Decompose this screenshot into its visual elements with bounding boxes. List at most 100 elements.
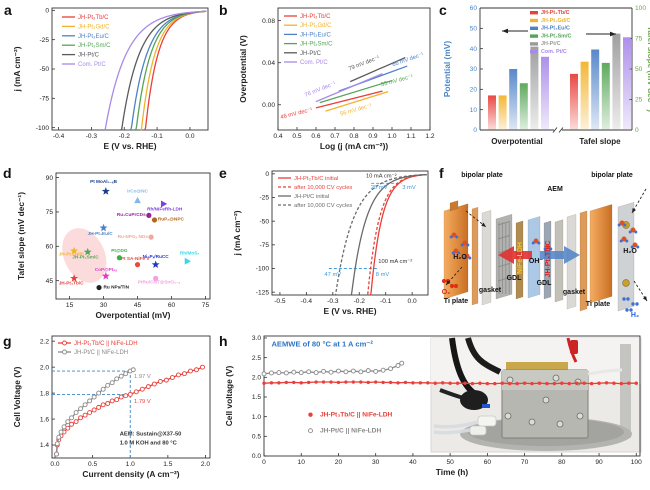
svg-text:60: 60 <box>46 244 54 251</box>
svg-b-annotation: 46 mV dec⁻¹ <box>280 107 313 121</box>
svg-b-annotation: 66 mV dec⁻¹ <box>392 52 425 68</box>
svg-text:1.5: 1.5 <box>252 394 261 401</box>
svg-b-series-1 <box>325 90 389 112</box>
svg-text:0: 0 <box>265 171 269 178</box>
svg-text:2.0: 2.0 <box>40 364 49 371</box>
svg-text:JH-Pt₃Gd/C: JH-Pt₃Gd/C <box>59 252 85 257</box>
svg-b-annotation: 55 mV dec⁻¹ <box>381 74 414 88</box>
svg-text:30: 30 <box>100 302 108 309</box>
svg-text:Pt@DG: Pt@DG <box>111 248 128 253</box>
svg-d-points: Pt MoAl₁₋ₓB IrCo@NC Rh/NiFeRh-LDHRu₁CuPrCD… <box>59 179 199 291</box>
svg-text:Cell voltage (V): Cell voltage (V) <box>224 366 234 427</box>
panel-f-letter: f <box>439 165 444 181</box>
svg-text:JH-Pt/C: JH-Pt/C <box>300 51 322 57</box>
svg-text:O₂: O₂ <box>442 289 451 296</box>
svg-text:Com. Pt/C: Com. Pt/C <box>300 60 328 66</box>
panel-f: bipolar plate AEM bipolar plate H₂O O₂ Ti pla… <box>436 163 650 330</box>
svg-text:JH-Pt₃Gd/C: JH-Pt₃Gd/C <box>78 24 110 30</box>
svg-text:8 mV: 8 mV <box>376 272 390 278</box>
panel-g-letter: g <box>3 333 12 349</box>
svg-text:0.8: 0.8 <box>349 133 358 140</box>
svg-a-series-1 <box>140 10 207 131</box>
svg-d-axes: 15 30 45 60 75 45 60 75 90 Overpotential (mV) Tafe… <box>16 172 211 320</box>
svg-text:0.0: 0.0 <box>185 133 194 140</box>
svg-text:Ru-NPGₓ NDs: Ru-NPGₓ NDs <box>118 234 149 239</box>
panel-c-letter: c <box>439 2 447 18</box>
svg-text:JH-Pt₃Sm/C: JH-Pt₃Sm/C <box>72 255 99 260</box>
svg-text:Overpotential: Overpotential <box>491 137 543 146</box>
svg-text:-100: -100 <box>256 266 270 273</box>
svg-text:47 mV: 47 mV <box>324 272 341 278</box>
svg-text:-50: -50 <box>39 66 49 73</box>
svg-text:GDL: GDL <box>507 275 523 282</box>
svg-b-axes: 0.4 0.5 0.6 0.7 0.8 0.9 1.0 1.1 1.2 0.00 0.04 0.08 L… <box>238 7 435 151</box>
svg-text:gasket: gasket <box>563 289 586 296</box>
svg-text:46 mV dec⁻¹: 46 mV dec⁻¹ <box>280 107 313 121</box>
panel-e-chart: -0.5 -0.4 -0.3 -0.2 -0.1 0.0 0 -25 -50 -75 -100 -12… <box>232 170 429 316</box>
svg-h-axes: 0 10 20 30 40 50 60 70 80 90 100 0.0 0.5 1.0 1.5 2.0 2.5… <box>224 335 642 477</box>
svg-text:0.00: 0.00 <box>262 102 275 109</box>
svg-text:Ti plate: Ti plate <box>444 298 468 305</box>
svg-text:-0.5: -0.5 <box>274 298 286 305</box>
svg-text:1.2: 1.2 <box>425 133 434 140</box>
svg-g-series-1 <box>54 367 136 457</box>
svg-text:JH-Pt/C: JH-Pt/C <box>541 41 561 47</box>
svg-text:70: 70 <box>521 459 529 466</box>
svg-text:Com. Pt/C: Com. Pt/C <box>541 49 567 55</box>
panel-c-chart: 0 10 20 30 40 50 60 0 25 50 75 100 Potential (mV) Taf… <box>442 5 650 146</box>
svg-text:1.0 M KOH and 80 °C: 1.0 M KOH and 80 °C <box>120 440 178 446</box>
svg-text:-0.4: -0.4 <box>301 298 313 305</box>
svg-c-bars <box>488 33 631 131</box>
svg-text:Current density (A cm⁻²): Current density (A cm⁻²) <box>82 469 179 479</box>
svg-text:Tafel slope (mV dec⁻¹): Tafel slope (mV dec⁻¹) <box>16 192 26 280</box>
svg-d-highlight-ellipse <box>62 228 107 283</box>
svg-text:45: 45 <box>46 278 54 285</box>
svg-text:JH-Pt₃Tb/C || NiFe-LDH: JH-Pt₃Tb/C || NiFe-LDH <box>320 412 393 419</box>
svg-text:0.0: 0.0 <box>50 461 59 468</box>
panel-f-schematic: bipolar plate AEM bipolar plate H₂O O₂ Ti pla… <box>442 172 648 319</box>
svg-e-annotation: 8 mV <box>376 272 390 278</box>
svg-text:45: 45 <box>134 302 142 309</box>
svg-text:Overpotential (V): Overpotential (V) <box>238 35 248 103</box>
svg-text:1.4: 1.4 <box>40 442 49 449</box>
svg-text:E (V vs. RHE): E (V vs. RHE) <box>323 306 376 316</box>
svg-text:100 mA cm⁻²: 100 mA cm⁻² <box>378 259 412 265</box>
svg-text:bipolar plate: bipolar plate <box>461 172 503 179</box>
svg-text:JH-Pt₃Sm/C: JH-Pt₃Sm/C <box>78 43 111 49</box>
panel-c: 0 10 20 30 40 50 60 0 25 50 75 100 Potential (mV) Taf… <box>436 0 650 163</box>
svg-text:JH-Pt₃Eu/C: JH-Pt₃Eu/C <box>300 32 331 38</box>
svg-text:OH⁻: OH⁻ <box>529 258 544 265</box>
svg-text:JH-Pt₃Gd/C: JH-Pt₃Gd/C <box>541 18 571 24</box>
svg-text:0: 0 <box>45 8 49 15</box>
svg-text:gasket: gasket <box>479 287 502 294</box>
svg-f-dashed-arrows <box>445 188 648 302</box>
svg-text:Pt SA-NiFe V: Pt SA-NiFe V <box>121 256 151 261</box>
svg-text:JH-Pt/C: JH-Pt/C <box>78 53 100 59</box>
svg-text:-50: -50 <box>259 218 269 225</box>
svg-text:20: 20 <box>335 459 343 466</box>
panel-b: 0.4 0.5 0.6 0.7 0.8 0.9 1.0 1.1 1.2 0.00 0.04 0.08 L… <box>216 0 436 163</box>
svg-text:NiFe-LDH: NiFe-LDH <box>517 242 524 274</box>
panel-a-chart: -0.4 -0.3 -0.2 -0.1 0.0 0 -25 -50 -75 -100 E (V vs… <box>12 8 209 151</box>
svg-b-series-5 <box>315 73 383 103</box>
svg-text:JH-Pt₃Eu/C: JH-Pt₃Eu/C <box>88 231 114 236</box>
svg-e-annotation: 47 mV <box>324 272 341 278</box>
svg-text:1.97 V: 1.97 V <box>134 374 151 380</box>
svg-text:0.7: 0.7 <box>330 133 339 140</box>
svg-text:0: 0 <box>473 127 477 134</box>
svg-text:JH-Pt₃Tb/C: JH-Pt₃Tb/C <box>59 280 84 285</box>
svg-a-axes: -0.4 -0.3 -0.2 -0.1 0.0 0 -25 -50 -75 -100 E (V vs… <box>12 8 209 151</box>
svg-text:40: 40 <box>409 459 417 466</box>
svg-text:IrCo@NC: IrCo@NC <box>127 189 148 194</box>
svg-text:RuP₂@NPC: RuP₂@NPC <box>158 217 185 222</box>
svg-text:AEM: AEM <box>547 186 563 193</box>
svg-text:H₂O: H₂O <box>623 248 637 255</box>
svg-text:10: 10 <box>470 107 478 114</box>
svg-text:-125: -125 <box>256 289 270 296</box>
svg-g-annotation: 1.97 V <box>134 374 151 380</box>
svg-e-legend: JH-Pt₃Tb/C initial after 10,000 CV cycles… <box>278 176 352 209</box>
svg-text:0.04: 0.04 <box>262 60 275 67</box>
svg-text:50: 50 <box>635 66 643 73</box>
svg-text:-0.2: -0.2 <box>354 298 366 305</box>
svg-text:30: 30 <box>470 66 478 73</box>
